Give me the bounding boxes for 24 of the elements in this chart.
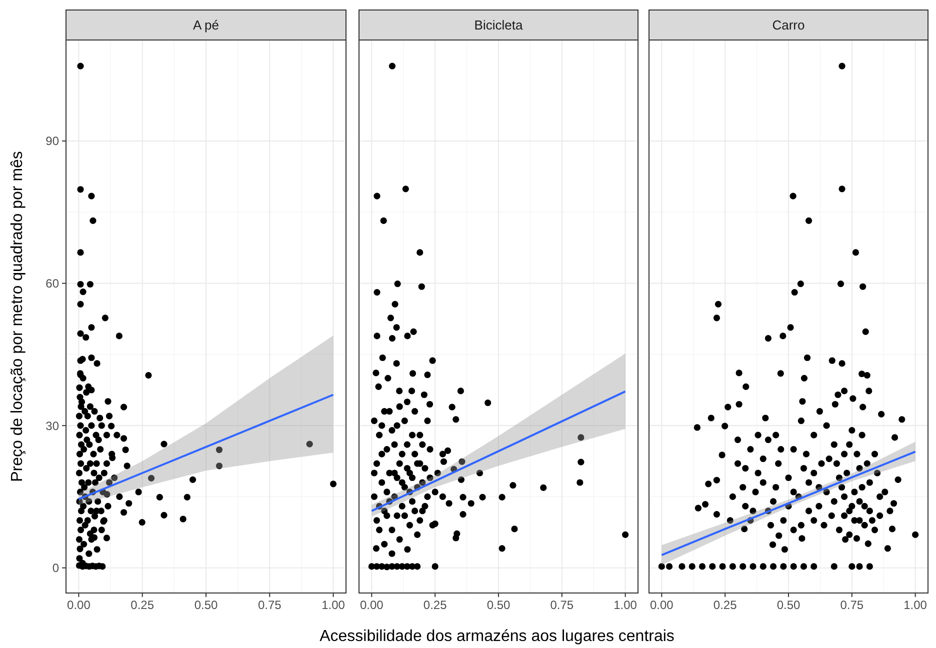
- x-tick-label: 0.00: [360, 598, 384, 612]
- x-tick-label: 0.75: [550, 598, 574, 612]
- chart-title: A pé: [192, 18, 220, 33]
- x-tick-label: 0.25: [130, 598, 154, 612]
- y-tick-label: 0: [52, 561, 60, 576]
- x-tick-label: 0.50: [486, 598, 510, 612]
- x-tick-label: 1.00: [614, 598, 638, 612]
- x-tick-label: 1.00: [904, 598, 928, 612]
- x-tick-label: 0.50: [194, 598, 218, 612]
- y-tick-label: 60: [46, 276, 60, 290]
- x-tick-label: 0.75: [258, 598, 282, 612]
- x-tick-label: 0.50: [776, 598, 800, 612]
- x-tick-label: 1.00: [322, 598, 346, 612]
- x-tick-label: 0.25: [423, 598, 448, 612]
- y-tick-label: 90: [46, 134, 60, 148]
- y-tick-label: 30: [46, 418, 60, 433]
- chart-title: Bicicleta: [474, 18, 524, 33]
- y-axis-title: Preço de locação por metro quadrado por mês: [9, 151, 26, 482]
- x-tick-label: 0.75: [840, 598, 864, 612]
- x-tick-label: 0.00: [650, 598, 674, 612]
- chart-title: Carro: [772, 18, 805, 33]
- x-tick-label: 0.25: [713, 598, 738, 612]
- x-axis-title: Acessibilidade dos armazéns aos lugares centrais: [320, 628, 674, 645]
- x-tick-label: 0.00: [67, 598, 91, 612]
